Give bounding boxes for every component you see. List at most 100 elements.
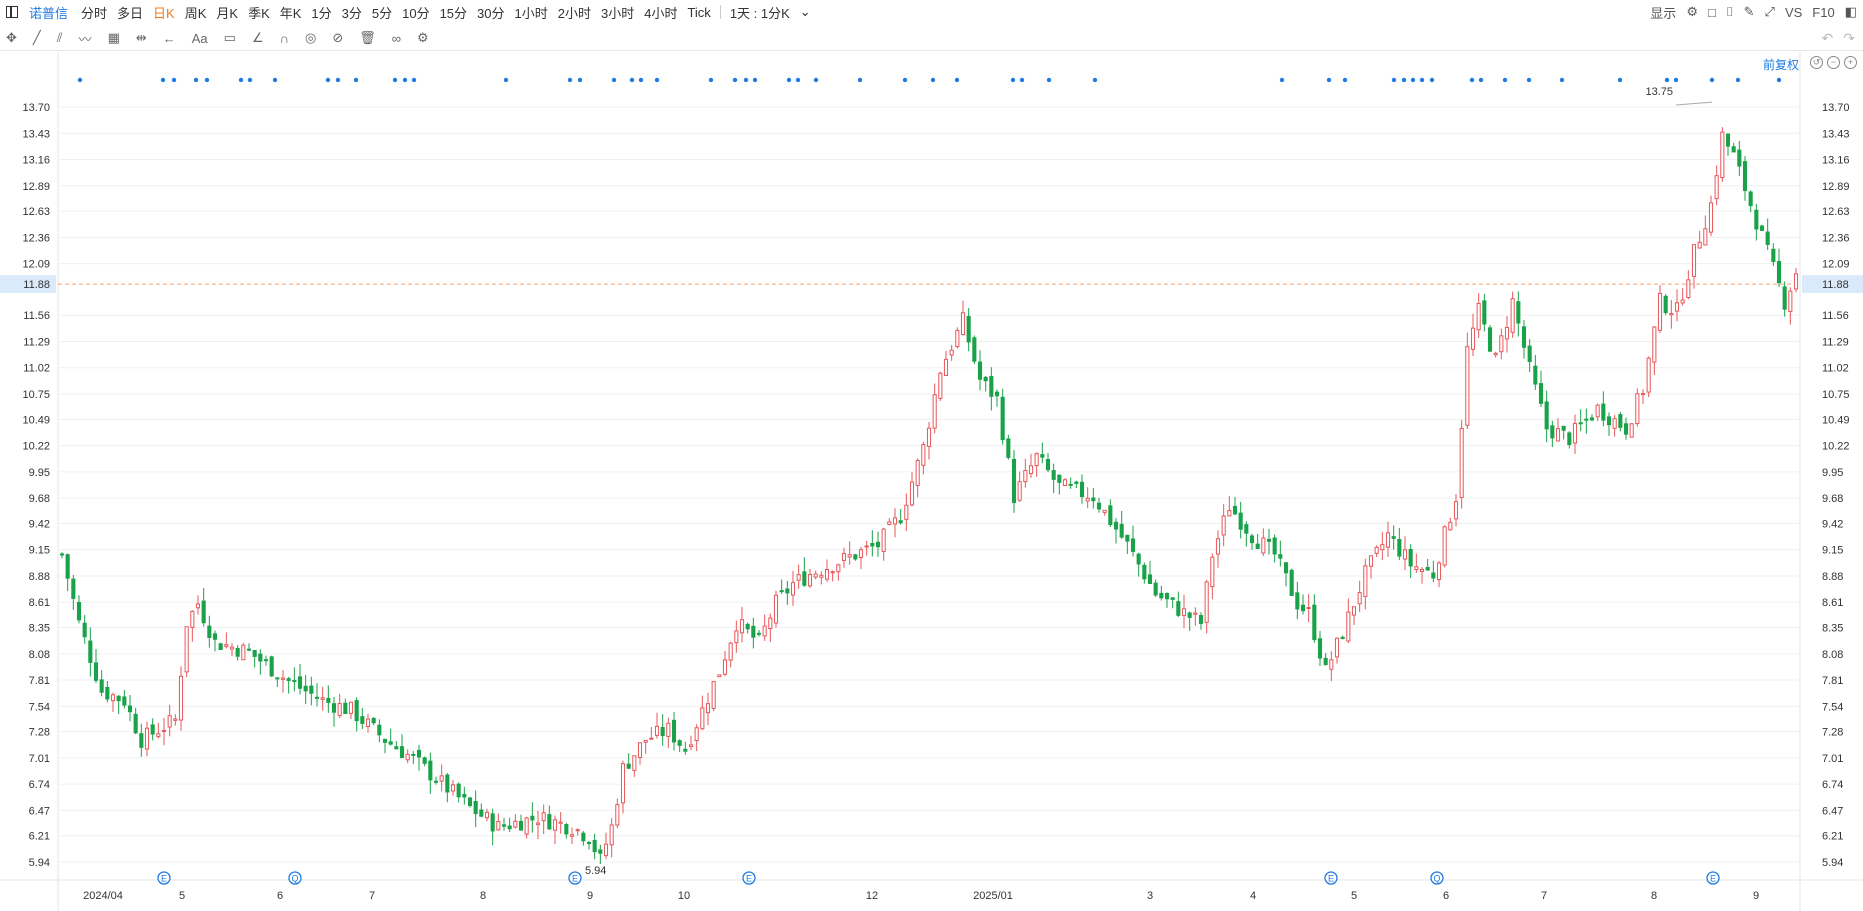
interval-select[interactable]: 1天 : 1分K <box>729 5 790 21</box>
event-marker-circle[interactable] <box>742 871 756 885</box>
news-dot[interactable] <box>1673 77 1679 83</box>
news-dot[interactable] <box>629 77 635 83</box>
news-dot[interactable] <box>1092 77 1098 83</box>
news-dot[interactable] <box>1419 77 1425 83</box>
news-dot[interactable] <box>1478 77 1484 83</box>
period-tab[interactable]: 5分 <box>371 5 393 21</box>
period-tab[interactable]: 多日 <box>117 5 144 21</box>
news-dot[interactable] <box>1279 77 1285 83</box>
fullscreen-icon[interactable]: ⤢ <box>1764 4 1775 19</box>
settings-icon[interactable]: ⚙ <box>1686 4 1698 19</box>
news-dot[interactable] <box>567 77 573 83</box>
period-tab[interactable]: 3分 <box>341 5 362 21</box>
redo-icon[interactable]: ↷ <box>1843 29 1855 46</box>
kline-chart[interactable]: 13.70 13.70 13.43 13.43 13.16 13.16 12.89 12.89… <box>0 52 1863 911</box>
angle-tool-icon[interactable]: ∠ <box>251 30 264 45</box>
period-tab[interactable]: 2小时 <box>557 5 591 21</box>
news-dot[interactable] <box>954 77 960 83</box>
news-dot[interactable] <box>1326 77 1332 83</box>
news-dot[interactable] <box>577 77 583 83</box>
news-dot[interactable] <box>325 77 331 83</box>
event-marker-circle[interactable] <box>157 871 171 885</box>
news-dot[interactable] <box>392 77 398 83</box>
news-dot[interactable] <box>857 77 863 83</box>
news-dot[interactable] <box>795 77 801 83</box>
news-dot[interactable] <box>786 77 792 83</box>
undo-icon[interactable]: ↶ <box>1821 29 1834 46</box>
news-dot[interactable] <box>1735 77 1741 83</box>
hide-icon[interactable]: ◎ <box>304 30 317 45</box>
news-dot[interactable] <box>1046 77 1052 83</box>
period-tab[interactable]: 3小时 <box>600 5 635 21</box>
news-dot[interactable] <box>1526 77 1532 83</box>
event-marker-circle[interactable] <box>288 871 302 885</box>
news-dot[interactable] <box>272 77 278 83</box>
period-tab-active[interactable]: 日K <box>153 5 175 21</box>
pencil-icon[interactable]: ✎ <box>1743 4 1755 19</box>
news-dot[interactable] <box>813 77 819 83</box>
display-menu[interactable]: 显示 <box>1650 5 1677 21</box>
period-tab[interactable]: 30分 <box>477 5 505 21</box>
news-dot[interactable] <box>1401 77 1407 83</box>
panel-toggle-icon[interactable]: ◧ <box>1844 4 1857 19</box>
period-tab[interactable]: 月K <box>216 5 239 21</box>
stock-name[interactable]: 诺普信 <box>29 5 69 21</box>
news-dot[interactable] <box>1342 77 1348 83</box>
period-tab[interactable]: 4小时 <box>644 5 678 21</box>
event-marker-circle[interactable] <box>1324 871 1338 885</box>
news-dot[interactable] <box>353 77 359 83</box>
f10-button[interactable]: F10 <box>1812 4 1835 20</box>
event-marker-circle[interactable] <box>1706 871 1720 885</box>
news-dot[interactable] <box>411 77 417 83</box>
zoom-in-icon[interactable]: + <box>1844 56 1857 69</box>
magnet-icon[interactable]: ∩ <box>279 30 289 46</box>
news-dot[interactable] <box>611 77 617 83</box>
news-dot[interactable] <box>930 77 936 83</box>
news-dot[interactable] <box>1502 77 1508 83</box>
sidebar-toggle-icon[interactable] <box>6 6 18 18</box>
event-marker-circle[interactable] <box>568 871 582 885</box>
news-dot[interactable] <box>77 77 83 83</box>
news-dot[interactable] <box>160 77 166 83</box>
news-dot[interactable] <box>1429 77 1435 83</box>
period-tab[interactable]: 季K <box>248 5 270 21</box>
gear-icon[interactable]: ⚙ <box>417 30 429 45</box>
text-tool-icon[interactable]: Aa <box>191 30 208 46</box>
period-tab[interactable]: 年K <box>279 5 302 21</box>
vs-button[interactable]: VS <box>1784 4 1803 20</box>
news-dot[interactable] <box>743 77 749 83</box>
line-tool-icon[interactable]: ╱ <box>32 30 41 45</box>
news-dot[interactable] <box>638 77 644 83</box>
news-dot[interactable] <box>902 77 908 83</box>
period-tab[interactable]: 10分 <box>402 5 430 21</box>
news-dot[interactable] <box>1559 77 1565 83</box>
news-dot[interactable] <box>193 77 199 83</box>
adjustment-label[interactable]: 前复权 <box>1762 58 1799 72</box>
news-dot[interactable] <box>171 77 177 83</box>
move-icon[interactable]: ✥ <box>6 30 17 45</box>
news-dot[interactable] <box>708 77 714 83</box>
news-dot[interactable] <box>1664 77 1670 83</box>
news-dot[interactable] <box>654 77 660 83</box>
fib-tool-icon[interactable]: ▦ <box>107 30 120 45</box>
news-dot[interactable] <box>238 77 244 83</box>
news-dot[interactable] <box>1410 77 1416 83</box>
news-dot[interactable] <box>247 77 253 83</box>
camera-icon[interactable]: ⌷ <box>1725 4 1734 19</box>
period-tab[interactable]: Tick <box>687 4 711 20</box>
measure-tool-icon[interactable]: ⇹ <box>135 30 147 45</box>
news-dot[interactable] <box>402 77 408 83</box>
news-dot[interactable] <box>752 77 758 83</box>
news-dot[interactable] <box>1010 77 1016 83</box>
period-tab[interactable]: 周K <box>184 5 207 21</box>
news-dot[interactable] <box>1776 77 1782 83</box>
news-dot[interactable] <box>732 77 738 83</box>
news-dot[interactable] <box>1469 77 1475 83</box>
news-dot[interactable] <box>1709 77 1715 83</box>
comment-tool-icon[interactable]: ▭ <box>223 30 236 45</box>
period-tab[interactable]: 1分 <box>311 5 332 21</box>
news-dot[interactable] <box>335 77 341 83</box>
event-marker-circle[interactable] <box>1430 871 1444 885</box>
period-tab[interactable]: 1小时 <box>514 5 548 21</box>
channel-tool-icon[interactable]: ⫽ <box>56 30 63 45</box>
